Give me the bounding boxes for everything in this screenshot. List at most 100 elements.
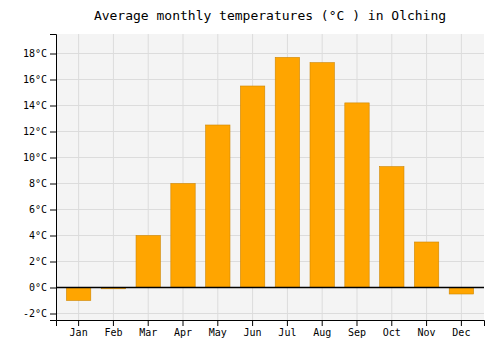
x-tick-mark	[461, 320, 462, 326]
y-tick: 8°C	[29, 178, 56, 189]
x-tick-label: Jun	[244, 327, 262, 338]
x-tick-mark	[252, 320, 253, 326]
y-tick-label: 2°C	[29, 256, 47, 267]
x-tick-label: Jul	[278, 327, 296, 338]
y-axis: -2°C 0°C 2°C 4°C 6°C 8°C 10°C 12°C 14°C 16°C 18°C	[23, 35, 57, 321]
y-tick-label: 14°C	[23, 100, 47, 111]
bar	[310, 63, 334, 288]
x-tick-mark	[217, 320, 218, 326]
x-tick-label: Oct	[383, 327, 401, 338]
x-tick: Apr	[174, 320, 192, 338]
x-tick-label: Sep	[348, 327, 366, 338]
x-tick: Jun	[244, 320, 262, 338]
y-grid-line	[56, 79, 484, 80]
x-tick-label: May	[209, 327, 227, 338]
x-tick-label: Dec	[452, 327, 470, 338]
x-axis-line	[57, 321, 485, 327]
x-axis: Jan Feb Mar Apr May Jun Jul Aug Sep Oct Nov Dec	[57, 320, 485, 338]
y-tick-label: 10°C	[23, 152, 47, 163]
bar	[206, 125, 230, 288]
plot: -2°C 0°C 2°C 4°C 6°C 8°C 10°C 12°C 14°C 16°C 18°C J…	[23, 34, 485, 338]
x-tick: Nov	[418, 320, 436, 338]
chart: -2°C 0°C 2°C 4°C 6°C 8°C 10°C 12°C 14°C 16°C 18°C J…	[0, 0, 500, 350]
bar	[136, 236, 160, 288]
y-tick-label: 8°C	[29, 178, 47, 189]
bar	[171, 184, 195, 288]
x-tick: Feb	[104, 320, 122, 338]
x-tick-label: Mar	[139, 327, 157, 338]
bar	[240, 86, 264, 288]
x-tick-mark	[113, 320, 114, 326]
x-tick: Sep	[348, 320, 366, 338]
y-grid-line	[56, 287, 484, 288]
y-tick-mark	[50, 288, 56, 289]
y-tick: 18°C	[23, 48, 56, 59]
y-grid-line	[56, 131, 484, 132]
x-tick: Mar	[139, 320, 157, 338]
y-tick: 4°C	[29, 230, 56, 241]
y-tick-mark	[50, 184, 56, 185]
x-tick-label: Jan	[70, 327, 88, 338]
title: Average monthly temperatures (°C ) in Ol…	[94, 8, 446, 23]
y-grid-line	[56, 183, 484, 184]
y-tick: 6°C	[29, 204, 56, 215]
x-tick: Aug	[313, 320, 331, 338]
y-tick-mark	[50, 262, 56, 263]
y-tick: 14°C	[23, 100, 56, 111]
y-grid-line	[56, 313, 484, 314]
x-tick-label: Feb	[104, 327, 122, 338]
x-tick-mark	[391, 320, 392, 326]
y-tick-label: 18°C	[23, 48, 47, 59]
y-tick-label: 0°C	[29, 282, 47, 293]
bar	[449, 288, 473, 295]
y-tick-mark	[50, 132, 56, 133]
plot-background	[56, 34, 484, 320]
zero-line	[56, 287, 484, 289]
x-tick-mark	[78, 320, 79, 326]
y-tick: 16°C	[23, 74, 56, 85]
bar	[380, 167, 404, 288]
x-tick: Dec	[452, 320, 470, 338]
x-tick-label: Aug	[313, 327, 331, 338]
y-tick-label: 16°C	[23, 74, 47, 85]
y-grid-line	[56, 209, 484, 210]
x-tick-label: Nov	[418, 327, 436, 338]
y-tick-label: 6°C	[29, 204, 47, 215]
x-tick-mark	[148, 320, 149, 326]
y-tick: 12°C	[23, 126, 56, 137]
y-tick-mark	[50, 80, 56, 81]
x-tick-mark	[287, 320, 288, 326]
y-tick-mark	[50, 210, 56, 211]
y-tick: 10°C	[23, 152, 56, 163]
x-tick-mark	[426, 320, 427, 326]
y-tick-label: 12°C	[23, 126, 47, 137]
bar	[414, 242, 438, 288]
x-tick-label: Apr	[174, 327, 192, 338]
x-tick: May	[209, 320, 227, 338]
x-grid-line	[113, 34, 114, 320]
y-axis-line	[50, 35, 57, 321]
x-tick-mark	[356, 320, 357, 326]
y-grid-line	[56, 157, 484, 158]
x-tick: Jan	[70, 320, 88, 338]
x-tick-mark	[322, 320, 323, 326]
y-tick: -2°C	[23, 308, 56, 319]
bars	[66, 57, 473, 300]
y-tick-mark	[50, 54, 56, 55]
y-tick-mark	[50, 158, 56, 159]
y-grid-line	[56, 235, 484, 236]
grid	[56, 34, 484, 320]
x-tick: Oct	[383, 320, 401, 338]
bar	[66, 288, 90, 301]
bar	[345, 103, 369, 288]
x-grid-line	[461, 34, 462, 320]
bar	[275, 57, 299, 287]
y-tick-label: -2°C	[23, 308, 47, 319]
y-grid-line	[56, 105, 484, 106]
y-tick: 0°C	[29, 282, 56, 293]
x-tick-mark	[183, 320, 184, 326]
y-tick-label: 4°C	[29, 230, 47, 241]
y-tick-mark	[50, 236, 56, 237]
x-tick: Jul	[278, 320, 296, 338]
x-grid-line	[78, 34, 79, 320]
